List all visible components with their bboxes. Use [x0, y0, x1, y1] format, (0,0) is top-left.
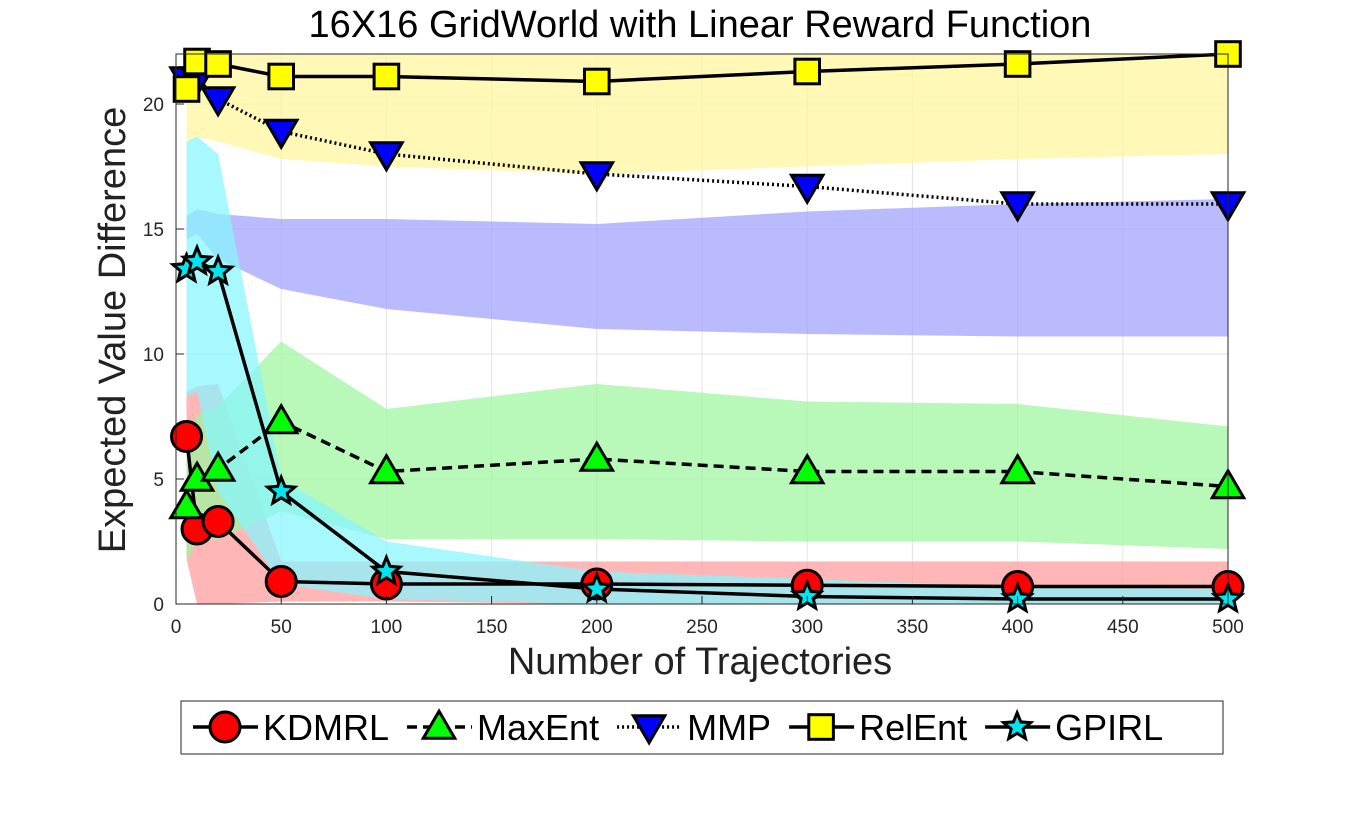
relent-band — [186, 54, 1228, 174]
x-tick-label: 450 — [1107, 617, 1139, 638]
gpirl-point — [179, 243, 215, 277]
mmp-point — [262, 118, 300, 151]
x-axis-ticks: 0 50 100 150 200 250 300 350 400 450 500 — [171, 596, 1244, 638]
x-tick-label: 0 — [171, 617, 182, 638]
kdmrl-point — [170, 420, 204, 453]
y-tick-label: 5 — [153, 470, 164, 491]
relent-point — [372, 62, 401, 91]
maxent-point — [999, 452, 1036, 485]
legend-label-maxent: MaxEnt — [477, 707, 599, 748]
x-tick-label: 200 — [581, 617, 613, 638]
x-tick-label: 300 — [791, 617, 823, 638]
y-tick-label: 20 — [143, 95, 164, 116]
plot-area — [168, 40, 1247, 614]
x-axis-label: Number of Trajectories — [508, 641, 892, 683]
y-axis-ticks: 0 5 10 15 20 — [143, 95, 184, 616]
mmp-band — [186, 199, 1228, 337]
y-tick-label: 10 — [143, 345, 164, 366]
confidence-bands — [186, 54, 1228, 604]
maxent-point — [199, 450, 237, 482]
relent-point — [172, 75, 201, 103]
legend-marker-mmp — [630, 714, 668, 746]
relent-point — [1003, 50, 1032, 78]
maxent-point — [168, 487, 205, 520]
x-tick-label: 50 — [271, 617, 292, 638]
maxent-point — [788, 452, 826, 485]
kdmrl-point — [264, 565, 298, 598]
legend: KDMRL MaxEnt MMP RelEnt GPIRL — [180, 700, 1224, 755]
relent-point — [204, 50, 232, 78]
x-tick-label: 100 — [371, 617, 403, 638]
mmp-point — [368, 141, 405, 173]
y-tick-label: 15 — [143, 220, 164, 241]
y-tick-label: 0 — [153, 595, 164, 616]
gpirl-point — [263, 473, 299, 507]
mmp-point — [999, 191, 1036, 223]
legend-label-gpirl: GPIRL — [1055, 707, 1163, 748]
mmp-point — [199, 86, 237, 118]
legend-marker-maxent — [420, 708, 458, 740]
x-tick-label: 250 — [686, 617, 718, 638]
gpirl-point — [200, 253, 236, 287]
relent-point — [793, 57, 822, 86]
gpirl-band — [186, 136, 1228, 604]
chart-title: 16X16 GridWorld with Linear Reward Funct… — [309, 4, 1092, 46]
maxent-point — [368, 452, 405, 485]
x-tick-label: 150 — [476, 617, 508, 638]
relent-point — [267, 62, 295, 91]
legend-marker-kdmrl — [208, 710, 242, 744]
x-tick-label: 400 — [1002, 617, 1034, 638]
legend-label-mmp: MMP — [687, 707, 771, 748]
gpirl-point — [579, 570, 615, 604]
legend-marker-gpirl — [999, 708, 1035, 742]
mmp-point — [788, 173, 826, 206]
maxent-point — [262, 402, 300, 435]
maxent-band — [186, 341, 1228, 562]
legend-label-relent: RelEnt — [859, 707, 967, 748]
mmp-point — [578, 161, 616, 193]
kdmrl-point — [201, 505, 235, 538]
legend-marker-relent — [807, 713, 835, 741]
series-markers — [168, 40, 1247, 614]
legend-label-kdmrl: KDMRL — [263, 707, 389, 748]
x-tick-label: 500 — [1212, 617, 1244, 638]
maxent-point — [578, 440, 616, 472]
relent-point — [583, 67, 611, 96]
gpirl-point — [369, 553, 404, 587]
y-axis-label: Expected Value Difference — [92, 107, 134, 553]
x-tick-label: 350 — [897, 617, 929, 638]
